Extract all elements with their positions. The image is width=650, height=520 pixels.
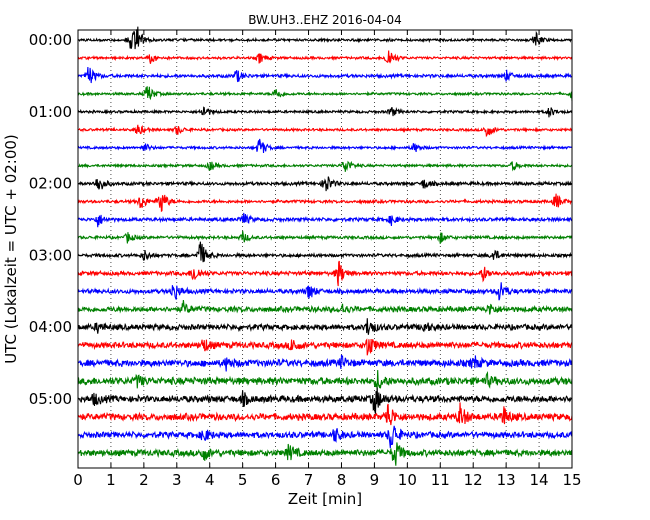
x-tick-label: 2 (139, 471, 149, 489)
x-tick-label: 11 (431, 471, 450, 489)
trace-line (77, 50, 573, 64)
x-tick-label: 13 (497, 471, 516, 489)
trace-line (77, 402, 573, 426)
trace-line (77, 86, 573, 102)
plot-frame (77, 29, 573, 469)
y-tick-label: 00:00 (29, 31, 72, 49)
x-tick-label: 10 (398, 471, 417, 489)
y-axis-ticks: 00:00 01:00 02:00 03:00 04:00 05:00 (29, 31, 572, 408)
x-tick-label: 15 (562, 471, 581, 489)
x-tick-label: 4 (205, 471, 215, 489)
chart-title: BW.UH3..EHZ 2016-04-04 (248, 13, 402, 27)
trace-line (77, 260, 573, 287)
y-tick-label: 03:00 (29, 246, 72, 264)
trace-line (77, 230, 573, 244)
trace-line (77, 425, 573, 449)
trace-line (77, 387, 573, 414)
trace-line (77, 193, 573, 213)
trace-line (77, 354, 573, 372)
x-tick-label: 3 (172, 471, 182, 489)
trace-line (77, 176, 573, 192)
vertical-grid-lines (110, 30, 540, 468)
trace-line (77, 241, 573, 263)
x-tick-label: 9 (370, 471, 380, 489)
trace-line (77, 26, 573, 50)
y-tick-label: 02:00 (29, 175, 72, 193)
x-tick-label: 14 (530, 471, 549, 489)
y-tick-label: 01:00 (29, 103, 72, 121)
trace-line (77, 66, 573, 84)
trace-line (77, 442, 573, 466)
trace-line (77, 124, 573, 138)
y-tick-label: 05:00 (29, 390, 72, 408)
trace-line (77, 138, 573, 154)
x-tick-label: 0 (73, 471, 83, 489)
x-tick-label: 5 (238, 471, 248, 489)
trace-line (77, 282, 573, 301)
trace-line (77, 300, 573, 315)
trace-line (77, 370, 573, 390)
x-tick-label: 7 (304, 471, 314, 489)
x-axis-label: Zeit [min] (288, 490, 362, 508)
x-tick-label: 12 (464, 471, 483, 489)
x-tick-label: 1 (106, 471, 116, 489)
x-tick-label: 6 (271, 471, 281, 489)
trace-line (77, 212, 573, 228)
x-tick-label: 8 (337, 471, 347, 489)
trace-line (77, 318, 573, 335)
x-axis-ticks: 0 1 2 3 4 5 6 7 8 9 10 11 12 13 14 15 (73, 30, 582, 489)
trace-line (77, 338, 573, 356)
trace-line (77, 160, 573, 172)
trace-line (77, 106, 573, 118)
trace-group (77, 26, 573, 466)
y-tick-label: 04:00 (29, 318, 72, 336)
y-axis-label: UTC (Lokalzeit = UTC + 02:00) (2, 134, 20, 364)
